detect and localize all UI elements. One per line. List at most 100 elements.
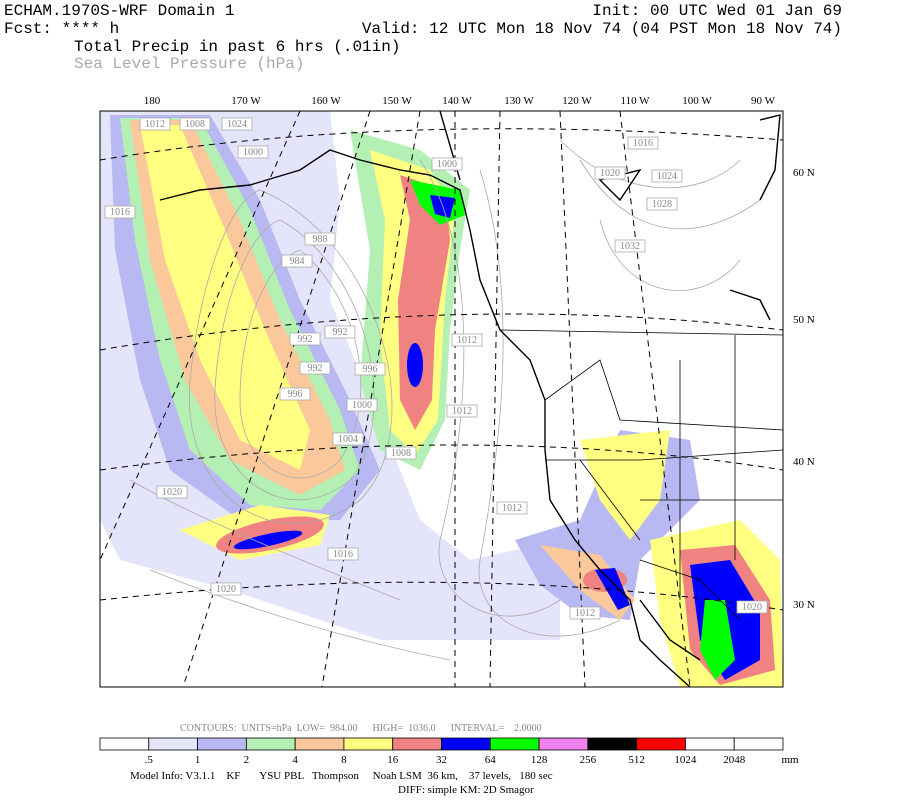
colorbar-label: 32 [436,754,447,766]
contour-label: 1012 [575,608,595,619]
contour-label-box [496,501,528,515]
contour-label: 1012 [457,335,477,346]
map-area [100,111,783,687]
colorbar-box [538,737,589,751]
colorbar-label: 16 [387,754,399,766]
contour-label: 1020 [600,168,620,179]
contour-label: 1012 [502,503,522,514]
contour-label: 1020 [162,487,182,498]
contour-label-box [569,606,601,620]
forecast-hour: Fcst: **** h [4,20,119,38]
colorbar-label: 4 [292,754,298,766]
colorbar-box [441,737,491,751]
contour-label: 1016 [110,207,130,218]
colorbar-box [685,737,735,751]
contour-label: 1008 [391,448,411,459]
precip-area [595,568,630,610]
contour-label: 1024 [657,171,677,182]
contour-label: 1016 [633,138,653,149]
contour-label: 988 [313,234,328,245]
contour-label: 1020 [216,584,236,595]
contour-label: 1032 [620,241,640,252]
contour-label-box [327,547,359,561]
contour-label: 1008 [185,119,205,130]
colorbar-box [587,737,638,751]
contour-label-box [446,404,478,418]
colorbar-label: 128 [531,754,548,766]
longitude-label: 120 W [562,95,592,107]
colorbar-box [294,737,345,751]
coastlines [159,111,781,687]
colorbar-label: .5 [145,754,154,766]
colorbar-box [99,737,150,751]
longitude-label: 180 [144,95,161,107]
colorbar-box [148,737,198,751]
field-name: Sea Level Pressure (hPa) [74,55,304,73]
longitude-label: 150 W [382,95,412,107]
colorbar-label: 512 [628,754,645,766]
contour-label: 992 [333,327,348,338]
contour-label: 996 [363,364,378,375]
contour-label: 1000 [352,400,372,411]
contour-label: 984 [290,256,305,267]
graticule [100,111,783,687]
longitude-label: 130 W [504,95,534,107]
latitude-label: 40 N [793,456,815,468]
longitude-label: 90 W [751,95,776,107]
contour-label-box [104,205,136,219]
init-time: Init: 00 UTC Wed 01 Jan 69 [592,2,842,20]
contour-label-box [614,239,646,253]
contour-label-box [736,600,768,614]
valid-time: Valid: 12 UTC Mon 18 Nov 74 (04 PST Mon … [362,20,842,38]
colorbar-label: 2 [244,754,250,766]
contour-label-box [451,333,483,347]
contour-label: 1000 [437,159,457,170]
longitude-label: 140 W [442,95,472,107]
colorbar-box [733,737,784,751]
longitude-label: 110 W [620,95,650,107]
contour-label-box [281,254,313,268]
colorbar-box [636,737,686,751]
contour-label-box [594,166,626,180]
contour-label-box [299,361,331,375]
colorbar-label: 1024 [674,754,697,766]
contour-label-box [346,398,378,412]
longitude-label: 160 W [311,95,341,107]
contour-label-box [646,197,678,211]
generated: 180 170 W 160 W 150 W 140 W 130 W 120 W 110 W 10… [99,95,815,766]
contour-label-box [139,117,171,131]
precip-area [140,125,310,470]
longitude-label: 100 W [682,95,712,107]
colorbar-label: 256 [580,754,597,766]
contour-label: 1000 [243,147,263,158]
contour-label: 992 [308,363,323,374]
contour-label-box [304,232,336,246]
contour-label: 1012 [145,119,165,130]
contour-label: 1012 [452,406,472,417]
precip-area [430,195,455,218]
contour-label-box [332,432,364,446]
colorbar-unit: mm [781,754,799,766]
colorbar-label: 1 [195,754,201,766]
contour-label-box [324,325,356,339]
contour-label: 996 [288,389,303,400]
colorbar-box [343,737,394,751]
contour-label-box [651,169,683,183]
precip-area [407,343,423,387]
contour-label: 992 [298,334,313,345]
colorbar-box [489,737,540,751]
contour-label-box [431,157,463,171]
contour-label-box [210,582,242,596]
contour-label: 1020 [742,602,762,613]
title: ECHAM.1970S-WRF Domain 1 [4,2,234,20]
latitude-label: 60 N [793,167,815,179]
contour-label-box [279,387,311,401]
colorbar-label: 64 [485,754,497,766]
precip-area [580,430,670,540]
contour-label-box [385,446,417,460]
contour-label: 1016 [333,549,353,560]
contour-info: CONTOURS: UNITS=hPa LOW= 984.00 HIGH= 10… [180,723,542,734]
latitude-label: 50 N [793,314,815,326]
colorbar-label: 8 [341,754,347,766]
